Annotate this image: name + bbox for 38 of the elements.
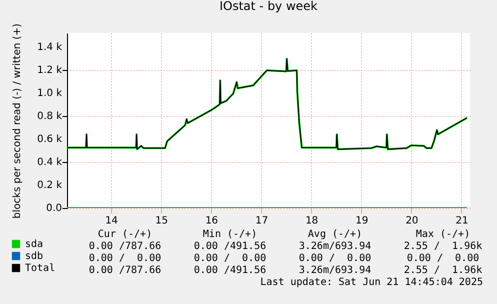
x-tick-label: 16: [205, 216, 218, 226]
text: Cur (-/+): [98, 229, 152, 240]
text: 0.00 /787.66: [88, 265, 162, 276]
y-tick-label: 1.4 k: [37, 42, 62, 53]
x-tick-label: 15: [155, 216, 168, 226]
x-tick-label: 14: [105, 216, 118, 226]
text: 0.00 /491.56: [194, 241, 266, 252]
y-tick-label: 1.2 k: [37, 64, 62, 76]
x-tick-label: 19: [356, 216, 368, 226]
text: 0.00 / 0.00: [88, 253, 162, 264]
x-tick-label: 17: [255, 216, 268, 226]
text: 0.00 / 0.00: [298, 253, 372, 264]
y-tick-label: 1.0 k: [37, 88, 62, 99]
y-tick-label: 0.8 k: [37, 110, 62, 122]
text: 3.26m/693.94: [298, 265, 372, 276]
legend-label: sdb: [25, 251, 44, 262]
y-tick-label: 0.4 k: [37, 156, 62, 168]
text: 0.00 /491.56: [194, 265, 266, 276]
text: 2.55 / 1.96k: [404, 265, 482, 276]
x-tick-label: 20: [406, 216, 418, 226]
text: Last update: Sat Jun 21 14:45:04 2025: [260, 277, 483, 288]
text: 0.00 / 0.00: [406, 253, 480, 264]
text: Min (-/+): [202, 229, 258, 240]
text: 0.00 / 0.00: [194, 253, 266, 264]
text: Avg (-/+): [308, 229, 362, 240]
legend-label: Total: [25, 263, 56, 274]
legend-label: sda: [25, 239, 44, 250]
y-tick-label: 0.2 k: [37, 180, 62, 191]
y-tick-label: 0.0: [46, 203, 62, 214]
text: Max (-/+): [416, 229, 470, 240]
y-tick-label: 0.6 k: [37, 134, 62, 145]
y-axis-title: blocks per second read (-) / written (+): [12, 23, 23, 219]
x-tick-label: 18: [305, 216, 318, 226]
text: 0.00 /787.66: [88, 241, 162, 252]
x-tick-label: 21: [456, 216, 468, 226]
text: 3.26m/693.94: [298, 241, 372, 252]
text: 2.55 / 1.96k: [404, 241, 482, 252]
chart-title: IOstat - by week: [219, 0, 318, 13]
